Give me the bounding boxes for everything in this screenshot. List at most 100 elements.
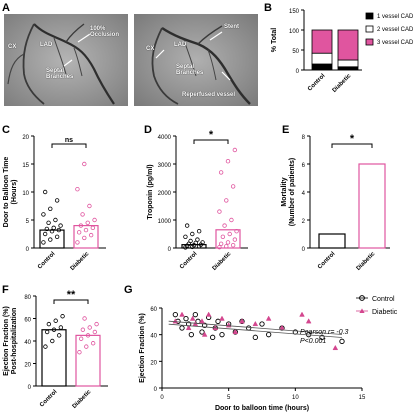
g-control-point [210,334,216,340]
d-data-point [188,238,193,244]
d-data-point [217,209,222,214]
angio-right-septal-label: Septal Branches [176,64,204,76]
d-data-point [218,170,224,175]
g-diabetic-point [189,315,196,321]
g-x-tick-label: 0 [160,395,164,401]
c-y-tick-label: 15 [22,163,29,169]
d-y-tick-label: 1000 [158,219,172,225]
f-bar [41,329,67,387]
c-data-point [49,228,55,234]
f-y-tick-label: 60 [24,318,31,324]
c-data-point [54,234,60,239]
f-y-tick-label: 20 [24,363,31,369]
b-x-tick-label: Diabetic [332,73,353,94]
b-bar-segment [337,66,359,71]
f-data-point [84,344,89,349]
c-data-point [76,230,82,235]
c-data-point [51,225,56,231]
d-data-point [225,240,231,245]
d-data-point [225,159,231,164]
c-data-point [42,189,48,195]
c-data-point [83,227,89,233]
angio-right-reperfused-label: Reperfused vessel [182,92,236,98]
g-diabetic-point [299,311,305,317]
angiogram-left-image: CX LAD 100% Occlusion Septal Branches [4,14,128,106]
chart-c-door-to-balloon: 0 5 10 15 20 Door to Balloon Time(Hours) Contr… [3,135,106,272]
f-data-point [78,336,84,341]
g-diabetic-point [199,318,205,324]
d-significance-label: * [209,129,214,141]
g-control-point [266,332,272,338]
b-legend-label: 3 vessel CAD [377,40,414,46]
c-data-point [48,237,53,242]
g-control-point [188,332,194,338]
f-significance-label: ** [67,289,76,301]
b-bar-segment [337,59,359,68]
angio-left-cx-label: CX [8,44,17,50]
f-y-axis-label: Ejection Fraction (%)Post-hospitalizatio… [3,306,18,376]
c-data-point [53,217,58,223]
d-data-point [184,223,190,228]
b-x-tick-label: Control [307,73,327,93]
f-data-point [58,325,64,330]
d-significance-bracket [193,139,229,144]
f-data-point [80,327,86,332]
b-legend-swatch [365,25,374,33]
c-data-point [41,212,46,217]
d-data-point [196,228,202,234]
g-control-point [252,334,258,340]
angio-left-septal-label: Septal Branches [46,68,74,80]
g-control-point [183,316,189,322]
f-data-point [53,318,58,323]
c-x-tick-label: Diabetic [70,251,91,272]
g-x-tick-label: 15 [359,395,366,401]
b-bar-segment [311,29,333,54]
d-data-point [218,241,224,246]
g-control-point [192,312,198,318]
g-control-point [246,325,252,331]
d-y-axis-label: Troponin (pg/ml) [147,164,154,219]
d-y-tick-label: 4000 [158,135,172,141]
g-diabetic-point [219,315,225,321]
e-x-tick-label: Control [317,251,337,271]
g-diabetic-point [179,311,185,317]
c-data-point [41,240,46,245]
e-y-axis-label: Mortality(Number of patients) [281,158,296,226]
f-data-point [43,344,48,349]
c-data-point [82,161,87,167]
angiogram-right-vessels [134,14,258,106]
c-data-point [90,225,96,231]
chart-d-troponin: 0 1000 2000 3000 4000 Troponin (pg/ml) Control… [147,129,248,272]
c-data-point [58,223,63,228]
c-data-point [46,220,51,225]
d-x-tick-label: Diabetic [212,251,233,272]
angio-right-cx-label: CX [146,46,155,52]
angio-right-lad-label: LAD [174,42,187,48]
f-data-point [44,329,50,335]
c-data-point [92,217,97,223]
g-diabetic-point [332,344,339,351]
g-y-axis-label: Ejection Fraction (%) [139,313,146,383]
c-y-tick-label: 20 [22,135,29,141]
e-bar [318,233,346,249]
c-data-point [75,186,80,192]
d-data-point [227,231,232,237]
g-diabetic-point [201,331,208,337]
e-significance-label: * [350,133,355,145]
d-data-point [229,217,234,223]
panel-letter-a: A [2,2,10,14]
d-y-tick-label: 2000 [158,191,172,197]
f-data-point [87,325,92,330]
g-control-point [319,334,325,340]
g-control-point [339,338,345,344]
c-data-point [88,232,94,238]
angiogram-right-image: Stent CX LAD Septal Branches Reperfused … [134,14,258,106]
d-data-point [183,234,188,239]
g-control-point [172,312,178,318]
angio-left-lad-label: LAD [40,42,53,48]
e-significance-bracket [331,143,373,148]
g-diabetic-point [305,318,312,324]
c-data-point [44,226,50,232]
e-bar [358,163,386,249]
panel-letter-e: E [282,124,290,136]
